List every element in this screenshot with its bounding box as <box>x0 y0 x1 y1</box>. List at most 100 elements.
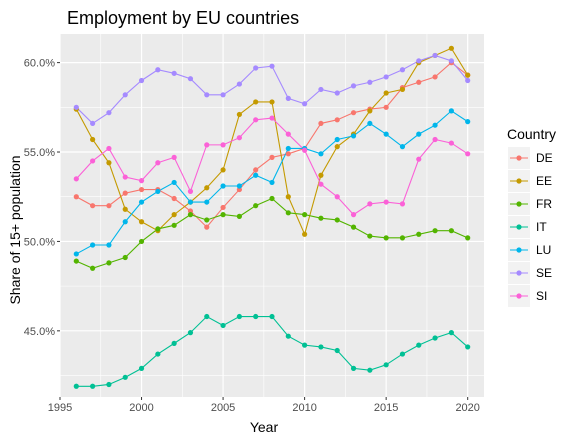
data-point-de <box>416 79 422 85</box>
data-point-si <box>187 188 194 194</box>
data-point-se <box>350 83 357 89</box>
data-point-lu <box>448 108 454 114</box>
data-point-lu <box>416 131 422 137</box>
data-point-lu <box>334 136 340 143</box>
legend-key-point <box>516 201 522 207</box>
data-point-si <box>236 135 242 141</box>
data-point-si <box>155 160 161 166</box>
data-point-fr <box>90 265 96 271</box>
data-point-se <box>122 92 128 98</box>
data-point-fr <box>302 212 308 218</box>
data-point-si <box>465 151 471 157</box>
data-point-ee <box>90 136 96 143</box>
data-point-se <box>383 74 389 80</box>
x-axis-title: Year <box>250 419 279 435</box>
data-point-it <box>204 313 210 320</box>
data-point-se <box>236 81 242 87</box>
plot-panel <box>60 34 484 397</box>
data-point-de <box>106 203 112 209</box>
x-tick-label: 1995 <box>48 402 72 414</box>
data-point-se <box>187 76 194 82</box>
data-point-ee <box>269 99 275 105</box>
data-point-fr <box>465 235 471 241</box>
legend-label-si: SI <box>536 289 547 303</box>
data-point-fr <box>269 195 275 202</box>
data-point-si <box>253 117 259 123</box>
data-point-it <box>155 351 161 357</box>
data-point-lu <box>350 133 357 139</box>
data-point-si <box>171 154 177 160</box>
data-point-si <box>302 147 308 153</box>
data-point-de <box>432 74 438 80</box>
data-point-lu <box>367 120 373 127</box>
data-point-lu <box>465 119 471 125</box>
legend-label-se: SE <box>536 266 552 280</box>
data-point-it <box>399 351 406 357</box>
data-point-fr <box>220 212 226 218</box>
data-point-fr <box>334 217 340 223</box>
legend-label-lu: LU <box>536 243 551 257</box>
legend-label-fr: FR <box>536 197 552 211</box>
data-point-fr <box>204 217 210 223</box>
data-point-se <box>448 58 454 64</box>
data-point-fr <box>171 222 177 228</box>
data-point-ee <box>171 212 177 218</box>
x-axis-ticks: 1995 2000 2005 2010 2015 2020 <box>48 397 480 414</box>
data-point-ee <box>334 144 340 150</box>
legend-title: Country <box>507 126 556 142</box>
data-point-si <box>204 142 210 148</box>
data-point-si <box>138 178 145 184</box>
legend: DE EE FR IT LU SE SI <box>508 147 553 307</box>
data-point-it <box>220 322 226 329</box>
data-point-lu <box>253 172 259 178</box>
data-point-se <box>285 95 291 101</box>
data-point-it <box>187 330 194 336</box>
data-point-fr <box>253 203 259 209</box>
data-point-si <box>285 131 291 137</box>
data-point-se <box>73 104 79 110</box>
data-point-it <box>73 383 79 389</box>
data-point-se <box>253 65 259 71</box>
data-point-ee <box>465 72 471 78</box>
data-point-it <box>90 383 96 389</box>
data-point-de <box>236 186 242 193</box>
x-tick-label: 2005 <box>211 402 235 414</box>
legend-key-point <box>516 224 522 230</box>
legend-label-de: DE <box>536 151 553 165</box>
data-point-si <box>122 174 128 180</box>
data-point-de <box>334 117 340 123</box>
data-point-se <box>220 92 226 98</box>
data-point-de <box>122 190 128 196</box>
data-point-lu <box>138 199 145 205</box>
data-point-se <box>399 67 406 73</box>
data-point-it <box>465 344 471 350</box>
data-point-it <box>448 330 454 336</box>
data-point-se <box>302 101 308 107</box>
y-tick-label: 60.0% <box>24 58 55 70</box>
data-point-it <box>383 362 389 368</box>
data-point-fr <box>448 228 454 234</box>
data-point-lu <box>432 122 438 128</box>
data-point-ee <box>448 45 454 51</box>
data-point-ee <box>138 219 145 225</box>
data-point-it <box>432 335 438 341</box>
data-point-ee <box>122 206 128 212</box>
data-point-se <box>204 92 210 98</box>
data-point-de <box>383 104 389 110</box>
data-point-de <box>220 204 226 211</box>
x-tick-label: 2000 <box>129 402 153 414</box>
data-point-se <box>138 77 145 84</box>
data-point-lu <box>399 144 406 150</box>
legend-key-point <box>516 270 522 276</box>
data-point-fr <box>138 238 145 245</box>
data-point-de <box>253 167 259 173</box>
data-point-de <box>73 194 79 200</box>
data-point-si <box>90 158 96 164</box>
data-point-it <box>416 342 422 348</box>
data-point-de <box>318 120 324 127</box>
data-point-de <box>138 186 145 193</box>
data-point-lu <box>220 183 226 189</box>
data-point-lu <box>90 242 96 248</box>
data-point-ee <box>106 160 112 166</box>
y-tick-label: 45.0% <box>24 326 55 338</box>
